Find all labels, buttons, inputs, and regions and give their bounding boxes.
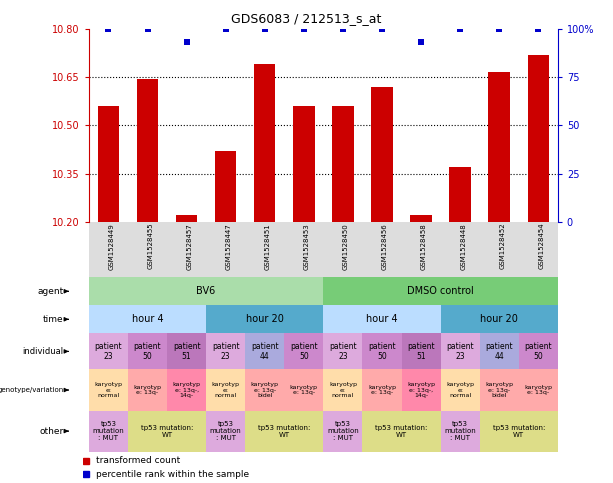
Text: GSM1528453: GSM1528453 <box>304 223 310 270</box>
Point <box>260 25 270 33</box>
Text: patient
23: patient 23 <box>212 341 240 361</box>
Point <box>104 25 113 33</box>
Bar <box>528 55 549 222</box>
Point <box>455 25 465 33</box>
Text: hour 20: hour 20 <box>480 314 518 324</box>
Text: GSM1528455: GSM1528455 <box>148 223 153 270</box>
Bar <box>410 215 432 222</box>
Text: transformed count: transformed count <box>96 456 180 465</box>
Point <box>299 25 309 33</box>
Point <box>416 39 426 46</box>
Point <box>221 25 230 33</box>
Text: patient
44: patient 44 <box>485 341 513 361</box>
Bar <box>489 72 510 222</box>
Text: GSM1528450: GSM1528450 <box>343 223 349 270</box>
Text: time: time <box>43 315 64 324</box>
Bar <box>137 79 158 222</box>
Text: hour 4: hour 4 <box>132 314 163 324</box>
Text: hour 4: hour 4 <box>366 314 398 324</box>
Text: other: other <box>39 426 64 436</box>
Text: patient
50: patient 50 <box>290 341 318 361</box>
Text: GSM1528447: GSM1528447 <box>226 223 232 270</box>
Point <box>181 39 191 46</box>
Text: karyotyp
e:
normal: karyotyp e: normal <box>211 382 240 398</box>
Text: GSM1528454: GSM1528454 <box>538 223 544 270</box>
Text: GSM1528448: GSM1528448 <box>460 223 466 270</box>
Text: karyotyp
e: 13q-
bidel: karyotyp e: 13q- bidel <box>485 382 513 398</box>
Text: karyotyp
e: 13q-: karyotyp e: 13q- <box>368 384 396 396</box>
Text: tp53
mutation
: MUT: tp53 mutation : MUT <box>93 421 124 441</box>
Text: tp53 mutation:
WT: tp53 mutation: WT <box>258 425 310 438</box>
Text: karyotyp
e:
normal: karyotyp e: normal <box>329 382 357 398</box>
Text: patient
50: patient 50 <box>525 341 552 361</box>
Text: individual: individual <box>23 347 64 356</box>
Text: BV6: BV6 <box>197 286 216 296</box>
Text: karyotyp
e: 13q-
bidel: karyotyp e: 13q- bidel <box>251 382 279 398</box>
Text: patient
44: patient 44 <box>251 341 278 361</box>
Bar <box>332 106 354 222</box>
Text: patient
23: patient 23 <box>446 341 474 361</box>
Bar <box>97 106 119 222</box>
Text: karyotyp
e: 13q-: karyotyp e: 13q- <box>524 384 552 396</box>
Text: patient
23: patient 23 <box>94 341 122 361</box>
Bar <box>254 64 275 222</box>
Bar <box>449 167 471 222</box>
Bar <box>293 106 314 222</box>
Text: karyotyp
e: 13q-,
14q-: karyotyp e: 13q-, 14q- <box>407 382 435 398</box>
Text: GSM1528452: GSM1528452 <box>499 223 505 270</box>
Text: patient
50: patient 50 <box>134 341 161 361</box>
Point <box>533 25 543 33</box>
Point <box>377 25 387 33</box>
Text: GSM1528457: GSM1528457 <box>186 223 192 270</box>
Text: GSM1528456: GSM1528456 <box>382 223 388 270</box>
Text: GSM1528458: GSM1528458 <box>421 223 427 270</box>
Text: genotype/variation: genotype/variation <box>0 387 64 393</box>
Point <box>494 25 504 33</box>
Text: hour 20: hour 20 <box>246 314 284 324</box>
Text: patient
50: patient 50 <box>368 341 396 361</box>
Text: tp53
mutation
: MUT: tp53 mutation : MUT <box>444 421 476 441</box>
Bar <box>371 87 393 222</box>
Bar <box>215 151 237 222</box>
Text: karyotyp
e:
normal: karyotyp e: normal <box>94 382 123 398</box>
Text: tp53 mutation:
WT: tp53 mutation: WT <box>493 425 545 438</box>
Point <box>143 25 153 33</box>
Text: GDS6083 / 212513_s_at: GDS6083 / 212513_s_at <box>231 12 382 25</box>
Text: GSM1528449: GSM1528449 <box>109 223 115 270</box>
Text: percentile rank within the sample: percentile rank within the sample <box>96 470 249 479</box>
Text: karyotyp
e:
normal: karyotyp e: normal <box>446 382 474 398</box>
Text: agent: agent <box>37 287 64 296</box>
Point <box>338 25 348 33</box>
Text: tp53
mutation
: MUT: tp53 mutation : MUT <box>327 421 359 441</box>
Text: patient
51: patient 51 <box>173 341 200 361</box>
Text: karyotyp
e: 13q-: karyotyp e: 13q- <box>290 384 318 396</box>
Text: tp53 mutation:
WT: tp53 mutation: WT <box>375 425 428 438</box>
Text: karyotyp
e: 13q-: karyotyp e: 13q- <box>134 384 161 396</box>
Text: tp53 mutation:
WT: tp53 mutation: WT <box>141 425 193 438</box>
Text: DMSO control: DMSO control <box>407 286 474 296</box>
Text: GSM1528451: GSM1528451 <box>265 223 271 270</box>
Text: patient
23: patient 23 <box>329 341 357 361</box>
Bar <box>176 215 197 222</box>
Text: tp53
mutation
: MUT: tp53 mutation : MUT <box>210 421 242 441</box>
Text: patient
51: patient 51 <box>407 341 435 361</box>
Text: karyotyp
e: 13q-,
14q-: karyotyp e: 13q-, 14q- <box>173 382 200 398</box>
